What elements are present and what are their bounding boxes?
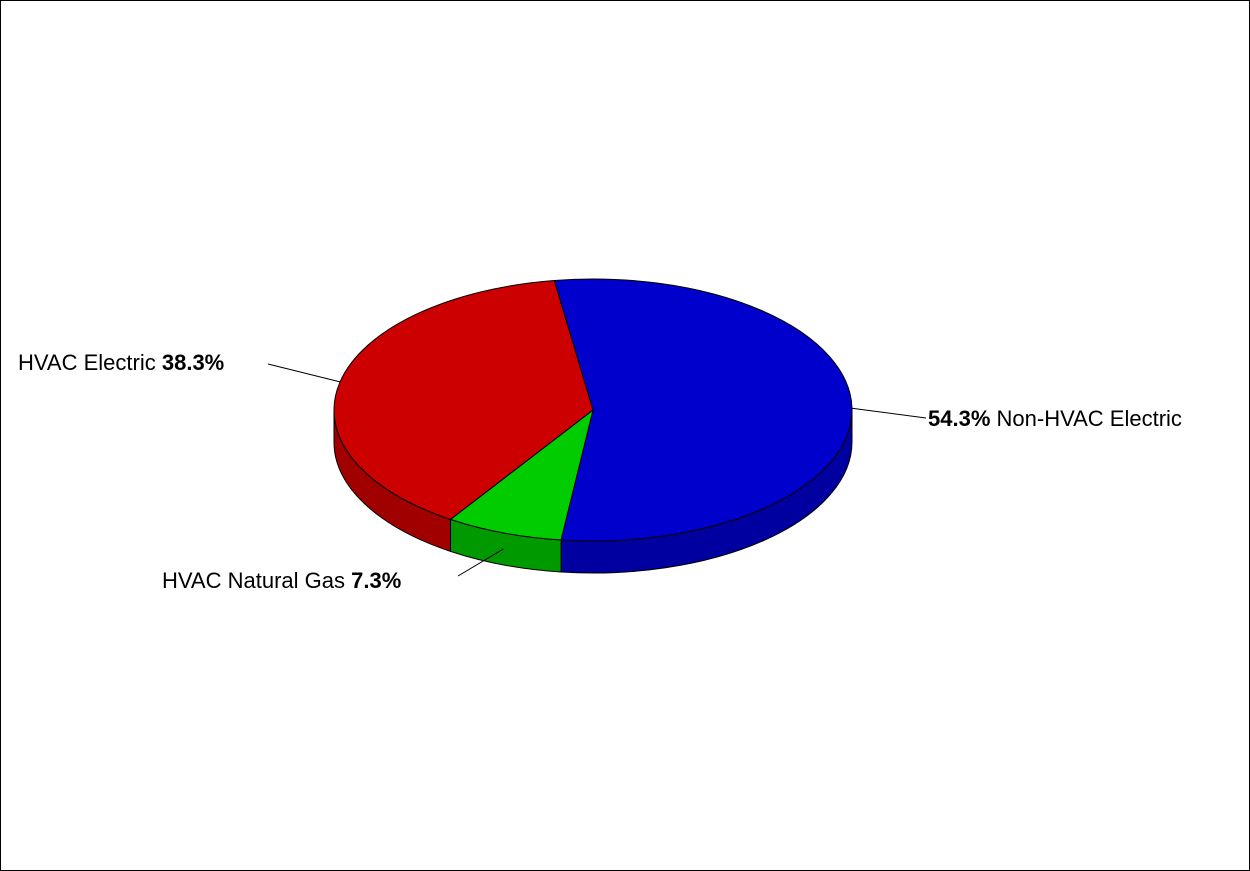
leader-line-hvac-natural-gas [457, 548, 504, 577]
leader-line-hvac-electric [267, 363, 341, 383]
leader-line-non-hvac-electric [851, 407, 927, 419]
slice-label-hvac-natural-gas: HVAC Natural Gas 7.3% [162, 568, 401, 593]
slice-label-hvac-electric: HVAC Electric 38.3% [18, 350, 224, 375]
pie-slice-hvac-electric [333, 279, 594, 520]
pie-slice-hvac-natural-gas [449, 408, 594, 541]
slice-label-non-hvac-electric: 54.3% Non-HVAC Electric [928, 406, 1182, 431]
